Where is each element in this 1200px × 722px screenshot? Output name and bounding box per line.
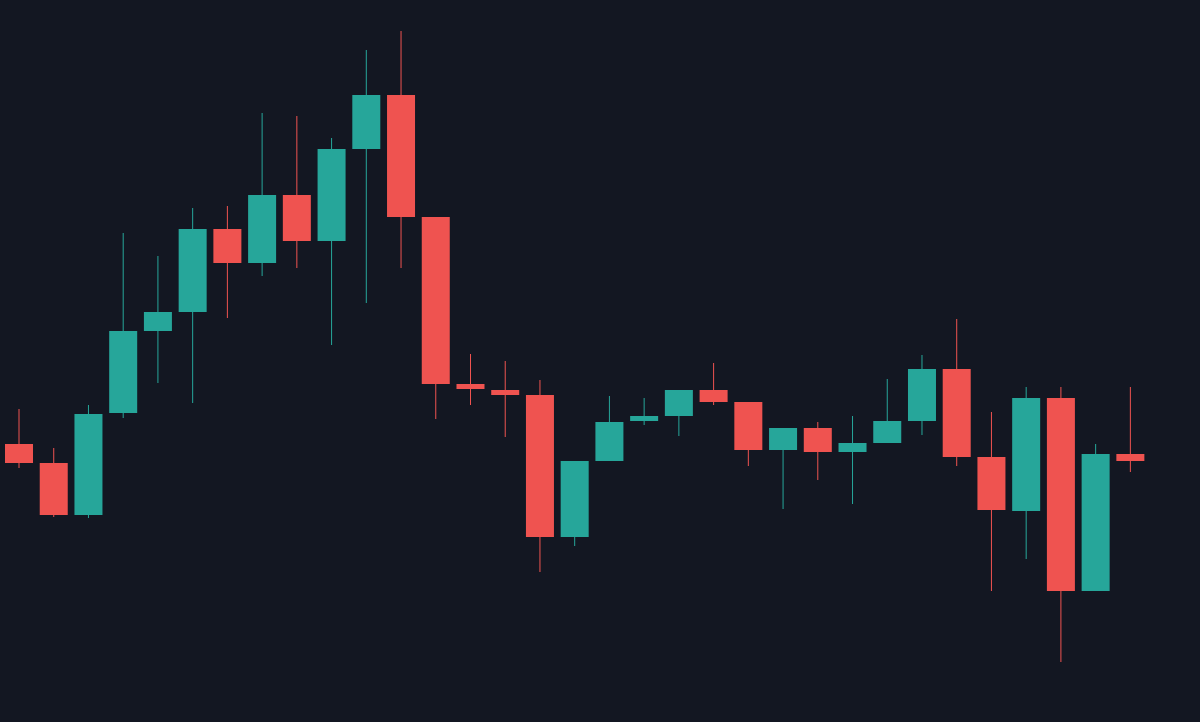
candle-body <box>734 402 763 450</box>
candle-body <box>560 461 589 537</box>
candle-body <box>421 217 450 384</box>
candle-body <box>630 416 659 421</box>
candle-body <box>178 229 207 312</box>
candle-body <box>213 229 242 263</box>
candle-body <box>1116 454 1145 461</box>
candle-body <box>595 422 624 461</box>
candle-body <box>317 149 346 241</box>
candle-body <box>352 95 381 149</box>
candle-body <box>387 95 416 217</box>
candle-body <box>907 369 936 421</box>
candle-body <box>39 463 68 515</box>
candle-body <box>664 390 693 416</box>
candle-body <box>977 457 1006 510</box>
candle-body <box>699 390 728 402</box>
candle-body <box>1046 398 1075 591</box>
candle-body <box>109 331 138 413</box>
candle-body <box>873 421 902 443</box>
candle-body <box>1081 454 1110 591</box>
candle-body <box>838 443 867 452</box>
candle-body <box>525 395 554 537</box>
candle-body <box>1012 398 1041 511</box>
candle-body <box>248 195 277 263</box>
candle-body <box>5 444 33 463</box>
candle-body <box>74 414 103 515</box>
candle-body <box>769 428 798 450</box>
candle-body <box>282 195 311 241</box>
candle-body <box>143 312 172 331</box>
candle-body <box>456 384 485 389</box>
candle-body <box>803 428 832 452</box>
candle-body <box>942 369 971 457</box>
candle-body <box>491 390 520 395</box>
